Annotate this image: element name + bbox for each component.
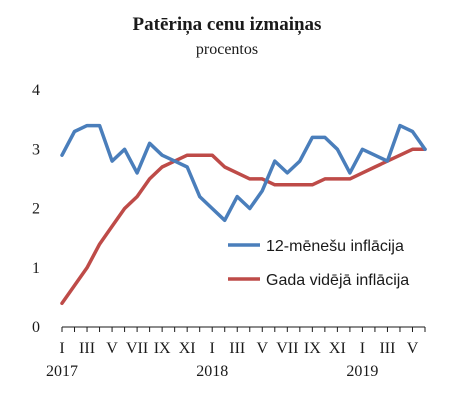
series-line [60,147,427,306]
x-tick-label: V [106,340,118,357]
x-year-label: 2018 [196,363,228,380]
y-tick-label: 0 [32,319,40,336]
x-tick-label: XI [329,340,346,357]
series-line [60,123,427,223]
x-year-label: 2017 [46,363,78,380]
x-tick-label: XI [179,340,196,357]
y-tick-label: 4 [32,82,40,99]
x-tick-label: III [229,340,245,357]
y-tick-label: 1 [32,260,40,277]
x-tick-label: V [256,340,268,357]
x-tick-label: V [407,340,419,357]
legend-label: 12-mēnešu inflācija [266,238,404,255]
legend-label: Gada vidējā inflācija [266,272,409,289]
chart-title: Patēriņa cenu izmaiņas [132,14,322,35]
x-tick-label: I [59,340,64,357]
x-tick-label: III [379,340,395,357]
x-tick-label: VII [126,340,148,357]
x-tick-label: I [210,340,215,357]
x-tick-label: IX [304,340,321,357]
x-tick-label: I [360,340,365,357]
y-tick-label: 2 [32,201,40,218]
legend: 12-mēnešu inflācija Gada vidējā inflācija [228,238,409,289]
chart-subtitle: procentos [195,41,259,58]
y-tick-label: 3 [32,141,40,158]
x-tick-label: III [79,340,95,357]
x-tick-label: VII [276,340,298,357]
series-layer [60,123,427,306]
x-tick-label: IX [154,340,171,357]
x-year-label: 2019 [346,363,378,380]
